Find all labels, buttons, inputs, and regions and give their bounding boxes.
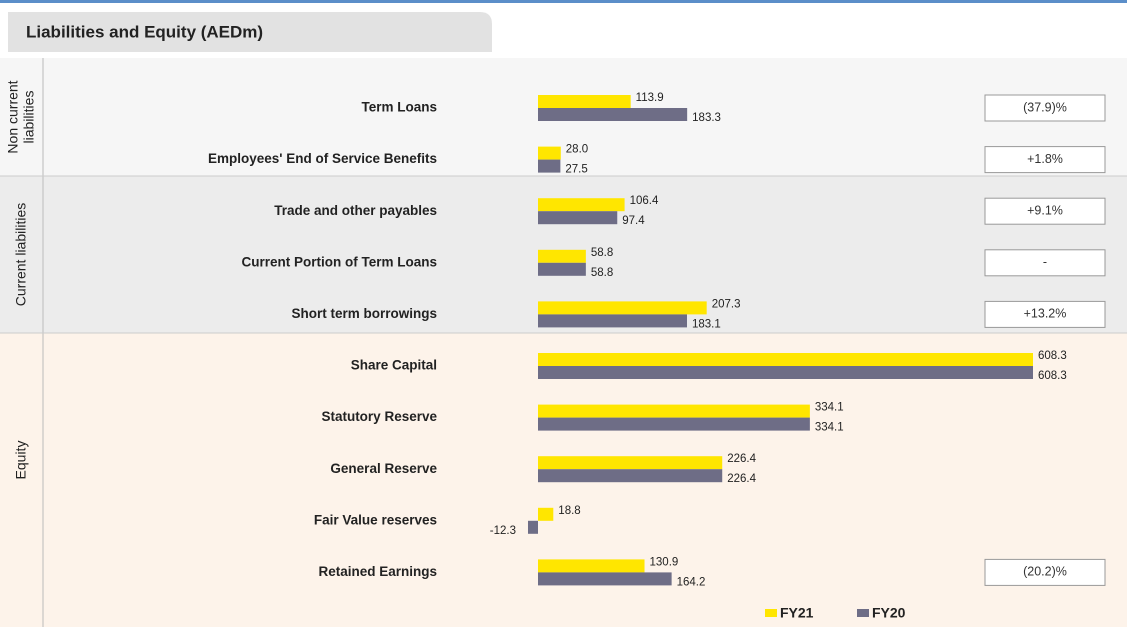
bar: [538, 314, 687, 328]
change-box: [984, 94, 1106, 122]
value-label: 18.8: [558, 505, 580, 517]
category-label: Fair Value reserves: [314, 512, 437, 527]
bar: [538, 146, 561, 160]
value-label: 58.8: [591, 267, 613, 279]
value-label: 608.3: [1038, 370, 1067, 382]
group-label: liabilities: [21, 91, 37, 144]
change-box: [984, 249, 1106, 277]
category-label: Statutory Reserve: [321, 409, 437, 424]
bar: [538, 507, 554, 521]
change-label: -: [1043, 255, 1047, 269]
change-label: +13.2%: [1024, 307, 1067, 321]
category-label: Short term borrowings: [291, 306, 437, 321]
value-label: 130.9: [650, 556, 679, 568]
bar: [538, 456, 723, 470]
bar: [538, 108, 688, 121]
bar: [538, 353, 1033, 366]
value-label: 226.4: [727, 453, 756, 465]
group-label: Non current: [5, 80, 21, 153]
category-label: General Reserve: [330, 461, 437, 476]
bar: [538, 572, 672, 586]
category-label: Share Capital: [351, 358, 437, 373]
change-box: [984, 558, 1106, 586]
change-label: +1.8%: [1027, 152, 1063, 166]
value-label: 226.4: [727, 473, 756, 485]
legend-label: FY21: [780, 605, 814, 621]
legend-swatch: [765, 609, 777, 617]
bar: [538, 404, 810, 418]
category-label: Term Loans: [361, 100, 437, 115]
bar: [538, 469, 723, 483]
value-label: 334.1: [815, 402, 844, 414]
top-border: [0, 0, 1127, 3]
bar: [538, 301, 707, 315]
change-label: +9.1%: [1027, 203, 1063, 217]
category-label: Retained Earnings: [318, 564, 437, 579]
value-label: 106.4: [630, 195, 659, 207]
bar: [538, 95, 631, 108]
value-label: 27.5: [565, 164, 587, 176]
group-label: Current liabilities: [13, 203, 29, 306]
value-label: -12.3: [490, 525, 516, 537]
value-label: 28.0: [566, 144, 588, 156]
bar: [538, 159, 561, 173]
bar: [538, 211, 618, 225]
change-box: [984, 197, 1106, 225]
title-tab: [8, 12, 492, 52]
value-label: 207.3: [712, 298, 741, 310]
bar: [538, 198, 625, 212]
value-label: 113.9: [636, 92, 664, 104]
category-label: Trade and other payables: [274, 203, 437, 218]
change-label: (20.2)%: [1023, 565, 1067, 579]
bar: [538, 249, 586, 263]
bar: [538, 366, 1033, 379]
value-label: 608.3: [1038, 350, 1067, 362]
value-label: 183.3: [692, 112, 721, 124]
value-label: 58.8: [591, 247, 613, 259]
legend-label: FY20: [872, 605, 906, 621]
value-label: 97.4: [622, 215, 645, 227]
bar: [538, 417, 810, 431]
change-box: [984, 146, 1106, 174]
category-label: Current Portion of Term Loans: [241, 254, 437, 269]
legend-swatch: [857, 609, 869, 617]
value-label: 183.1: [692, 318, 721, 330]
bar: [527, 520, 538, 534]
bar: [538, 262, 586, 276]
bar: [538, 559, 645, 573]
group-label: Equity: [13, 441, 29, 480]
change-label: (37.9)%: [1023, 100, 1067, 114]
value-label: 334.1: [815, 422, 844, 434]
value-label: 164.2: [677, 576, 706, 588]
chart-title: Liabilities and Equity (AEDm): [26, 22, 263, 41]
change-box: [984, 300, 1106, 328]
category-label: Employees' End of Service Benefits: [208, 151, 437, 166]
